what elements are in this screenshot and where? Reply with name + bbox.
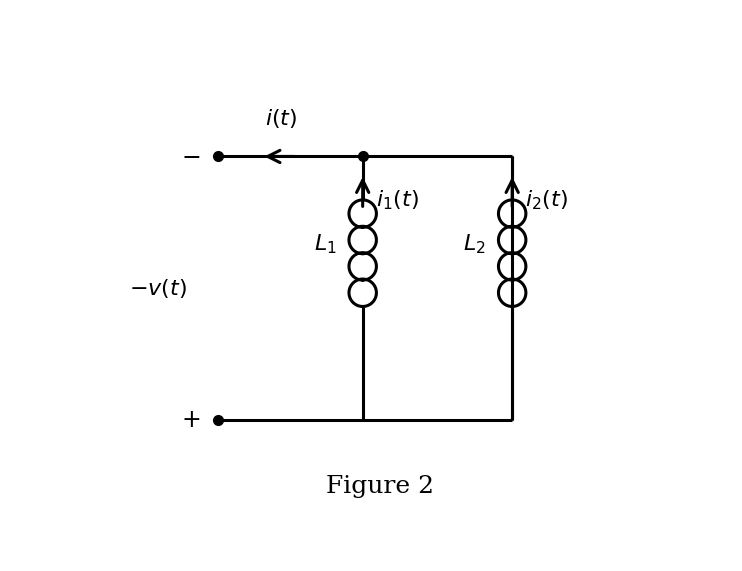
Text: Figure 2: Figure 2 xyxy=(326,475,434,498)
Text: $i_2(t)$: $i_2(t)$ xyxy=(525,188,568,212)
Text: $L_1$: $L_1$ xyxy=(314,232,336,256)
Text: $i(t)$: $i(t)$ xyxy=(265,107,298,130)
Text: $-$: $-$ xyxy=(181,144,200,168)
Text: $+$: $+$ xyxy=(181,408,200,432)
Text: $i_1(t)$: $i_1(t)$ xyxy=(376,188,418,212)
Text: $-v(t)$: $-v(t)$ xyxy=(129,277,187,300)
Text: $L_2$: $L_2$ xyxy=(463,232,486,256)
